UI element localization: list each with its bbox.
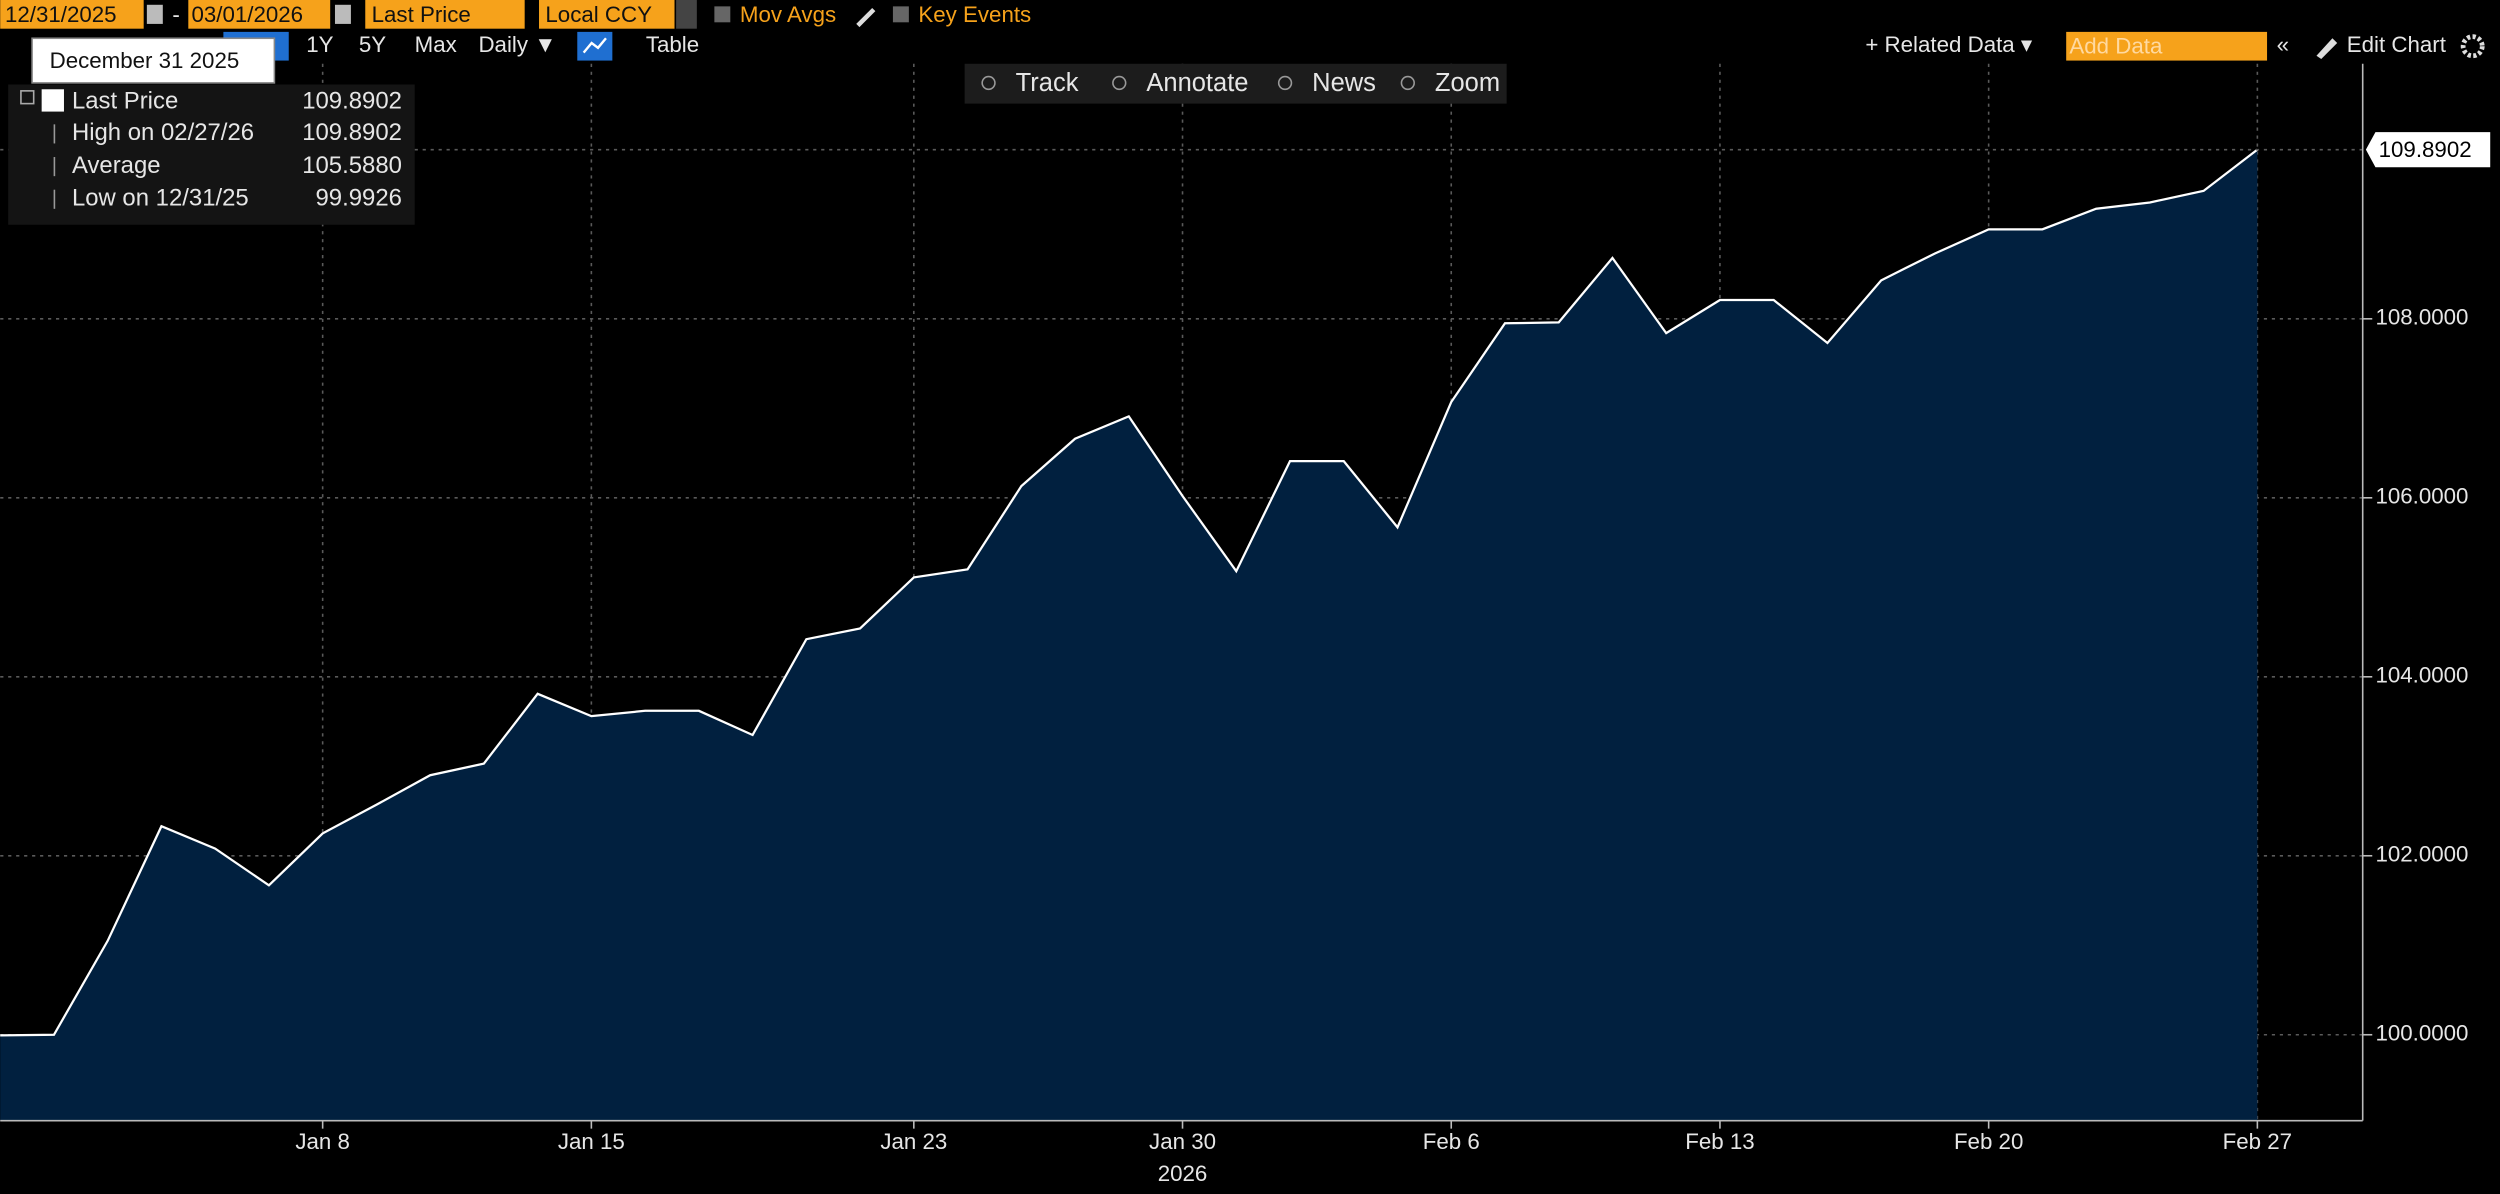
frequency[interactable]: Daily ▼ [478,32,556,57]
y-tick-label: 100.0000 [2375,1021,2468,1046]
dropdown-button[interactable] [676,0,697,29]
mov-avgs[interactable]: Mov Avgs [740,2,836,27]
legend-value: 105.5880 [302,152,402,179]
tool-button[interactable]: Annotate [1146,69,1248,97]
collapse-button[interactable]: « [2277,32,2289,57]
start-date-field[interactable] [0,0,144,29]
edit-chart[interactable]: Edit Chart [2347,32,2447,57]
end-date-field[interactable] [188,0,331,29]
settings-icon[interactable] [2460,34,2485,59]
tool-icon [981,75,996,91]
legend-label: Low on 12/31/25 [72,185,249,212]
field-select[interactable] [365,0,525,29]
tool-icon [1277,75,1293,91]
tool-button[interactable]: Track [1016,69,1079,97]
area-fill [0,149,2258,1121]
legend-label: Last Price [72,87,178,114]
field[interactable]: Last Price [372,2,471,27]
x-axis-year: 2026 [1158,1161,1208,1186]
chart-icon [582,37,607,54]
y-tick-label: 108.0000 [2375,305,2468,330]
pencil-icon[interactable] [2316,38,2338,59]
tool-button[interactable]: News [1312,69,1376,97]
price-line [0,148,2259,1037]
period-max[interactable]: Max [415,32,457,57]
legend-value: 109.8902 [302,119,402,146]
legend-swatch [41,89,64,112]
start-date[interactable]: 12/31/2025 [5,2,117,27]
legend-value: 109.8902 [302,87,402,114]
x-tick-label: Jan 15 [558,1129,625,1154]
plot-area [0,63,2373,1129]
currency-select[interactable] [539,0,675,29]
date-separator: - [172,2,179,27]
tool-icon [1400,75,1415,91]
tooltip-text: December 31 2025 [50,48,240,73]
checkbox[interactable] [892,6,909,23]
add-data-field[interactable] [2066,31,2268,61]
table-button[interactable]: Table [646,32,699,57]
y-tick-label: 102.0000 [2375,842,2468,867]
x-tick-label: Feb 13 [1685,1129,1754,1154]
calendar-icon[interactable] [334,4,351,24]
date-tooltip [31,37,276,84]
calendar-icon[interactable] [146,4,163,24]
last-price-label: 109.8902 [2379,137,2472,162]
tool-button[interactable]: Zoom [1435,69,1500,97]
y-tick-label: 104.0000 [2375,663,2468,688]
x-tick-label: Jan 8 [295,1129,350,1154]
x-tick-label: Feb 20 [1954,1129,2023,1154]
x-tick-label: Jan 23 [880,1129,947,1154]
x-tick-label: Jan 30 [1149,1129,1216,1154]
last-price-tag [2365,132,2491,168]
currency[interactable]: Local CCY [545,2,652,27]
legend [8,84,415,225]
x-tick-label: Feb 6 [1423,1129,1480,1154]
legend-rows: High on 02/27/26 109.8902 Average 105.5880 L… [53,119,402,212]
end-date[interactable]: 03/01/2026 [192,2,304,27]
period-5y[interactable]: 5Y [359,32,386,57]
y-tick-label: 106.0000 [2375,484,2468,509]
chart-tools [964,63,1507,104]
add-data[interactable]: Add Data [2069,34,2163,59]
legend-collapse[interactable] [20,90,35,105]
legend-value: 99.9926 [316,185,402,212]
x-tick-label: Feb 27 [2223,1129,2292,1154]
tool-icon [1112,75,1127,91]
related-data[interactable]: + Related Data ▾ [1865,32,2032,57]
key-events[interactable]: Key Events [918,2,1031,27]
legend-label: High on 02/27/26 [72,119,254,146]
chart-tools-group: Track Annotate News Zoom [981,69,1500,97]
checkbox[interactable] [714,6,731,23]
legend-label: Average [72,152,161,179]
pencil-icon[interactable] [856,7,876,28]
period-1y[interactable]: 1Y [306,32,333,57]
